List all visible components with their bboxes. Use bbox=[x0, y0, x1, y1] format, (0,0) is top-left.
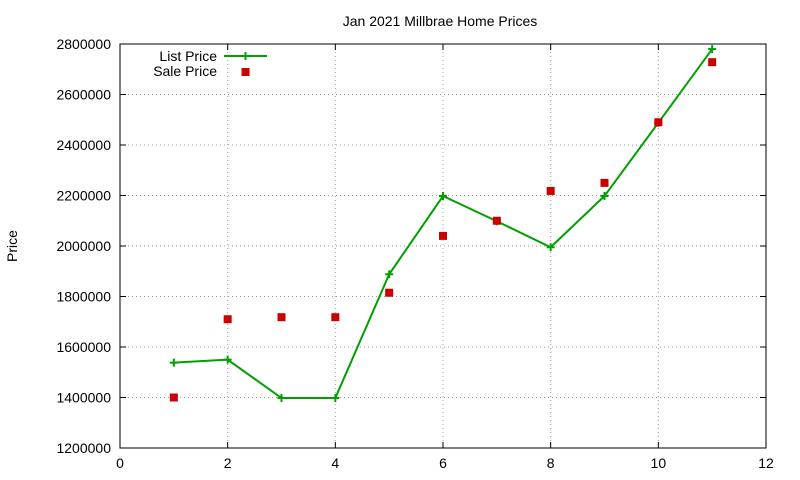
sale-price-point bbox=[600, 178, 609, 187]
list-price-point bbox=[385, 270, 394, 279]
x-tick-label: 2 bbox=[224, 455, 232, 471]
list-price-point bbox=[331, 394, 340, 403]
list-price-point bbox=[169, 358, 178, 367]
list-price-point bbox=[277, 394, 286, 403]
sale-price-point bbox=[277, 313, 286, 322]
x-tick-label: 6 bbox=[439, 455, 447, 471]
sale-price-point bbox=[331, 313, 340, 322]
grid bbox=[120, 44, 766, 448]
sale-price-point bbox=[169, 393, 178, 402]
y-tick-label: 1200000 bbox=[56, 440, 111, 456]
sale-price-point bbox=[223, 315, 232, 324]
x-tick-label: 4 bbox=[331, 455, 339, 471]
series-layer bbox=[169, 45, 717, 403]
y-tick-label: 2800000 bbox=[56, 36, 111, 52]
y-tick-label: 1600000 bbox=[56, 339, 111, 355]
y-tick-label: 1400000 bbox=[56, 390, 111, 406]
sale-price-point bbox=[654, 118, 663, 127]
legend-square-swatch bbox=[241, 68, 250, 76]
y-tick-label: 2600000 bbox=[56, 87, 111, 103]
sale-price-point bbox=[546, 186, 555, 195]
sale-price-point bbox=[439, 231, 447, 240]
y-axis-label: Price bbox=[4, 230, 20, 262]
y-tick-label: 2000000 bbox=[56, 238, 111, 254]
x-tick-label: 12 bbox=[758, 455, 774, 471]
sale-price-point bbox=[492, 216, 501, 225]
y-tick-label: 2200000 bbox=[56, 188, 111, 204]
list-price-line bbox=[173, 48, 713, 400]
x-tick-label: 8 bbox=[547, 455, 555, 471]
chart-title: Jan 2021 Millbrae Home Prices bbox=[343, 13, 538, 29]
y-tick-label: 1800000 bbox=[56, 289, 111, 305]
y-tick-label: 2400000 bbox=[56, 137, 111, 153]
list-price-point bbox=[546, 243, 555, 252]
list-price-point bbox=[439, 192, 447, 201]
list-price-point bbox=[600, 192, 609, 201]
list-price-point bbox=[708, 45, 717, 54]
x-tick-label: 0 bbox=[116, 455, 124, 471]
axis-ticks: 0 2 4 6 8 10 12 1200000 1400000 1600000 1800000 200… bbox=[56, 36, 774, 471]
x-tick-label: 10 bbox=[651, 455, 667, 471]
legend-plus-swatch bbox=[241, 52, 250, 60]
legend-label: Sale Price bbox=[153, 63, 217, 79]
legend-label: List Price bbox=[159, 48, 217, 64]
list-price-point bbox=[223, 355, 232, 364]
sale-price-point bbox=[385, 288, 394, 297]
sale-price-point bbox=[708, 58, 717, 67]
